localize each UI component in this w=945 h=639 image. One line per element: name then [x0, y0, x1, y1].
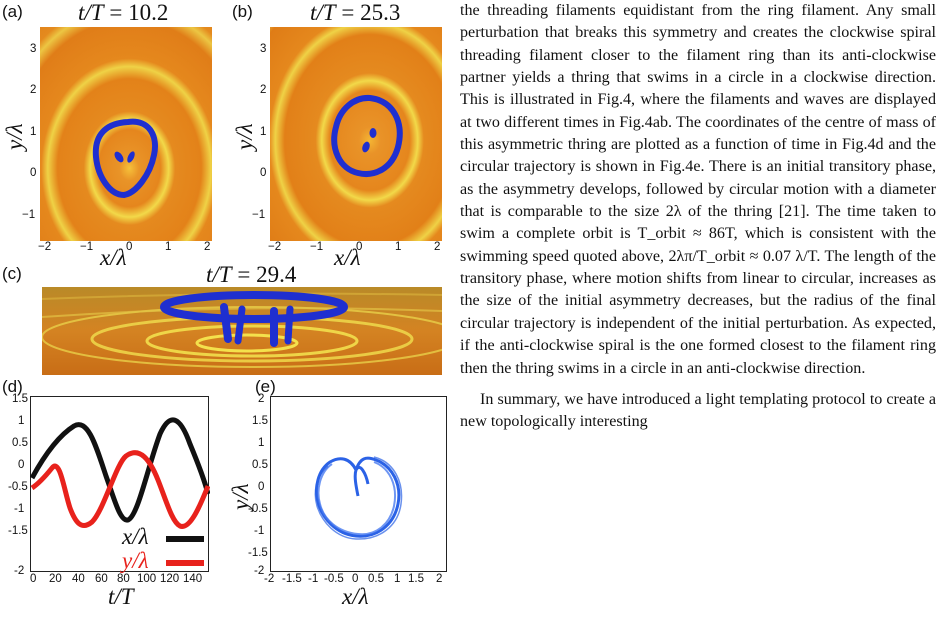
panel-d-plot	[30, 396, 210, 572]
panel-d-ytick: 1.5	[12, 393, 28, 405]
panel-e-ytick: -1.5	[248, 547, 268, 559]
panel-a-ring-filament	[92, 118, 158, 199]
panel-d-x-series	[30, 417, 210, 523]
panel-d-xtick: 140	[183, 573, 203, 585]
panel-d-ytick: 0	[18, 459, 25, 471]
panel-b-title: t/T = 25.3	[310, 0, 401, 25]
panel-d-legend-y-label: y/λ	[122, 548, 149, 573]
panel-a-ylabel: y/λ	[2, 123, 27, 150]
panel-e-xtick: -2	[264, 573, 275, 585]
panel-e-ytick: -2	[254, 565, 265, 577]
panel-a-xtick: −1	[80, 241, 94, 253]
panel-a-ytick: 1	[30, 126, 37, 138]
panel-e-xtick: 2	[436, 573, 443, 585]
panel-c-ring-filament	[160, 291, 348, 323]
panel-e-ytick: -0.5	[248, 503, 268, 515]
panel-e-xtick: -1	[308, 573, 319, 585]
panel-e-xtick: 1.5	[408, 573, 424, 585]
panel-a-xtick: 1	[165, 241, 172, 253]
panel-a-ytick: 3	[30, 43, 37, 55]
panel-d-legend-y-swatch	[166, 560, 204, 566]
panel-d-xtick: 20	[49, 573, 62, 585]
panel-d-xlabel: t/T	[108, 584, 134, 609]
panel-e-xtick: -0.5	[324, 573, 344, 585]
panel-d-xtick: 80	[117, 573, 130, 585]
panel-a-xtick: 2	[204, 241, 211, 253]
panel-d-xtick: 100	[137, 573, 157, 585]
panel-a-label: (a)	[2, 2, 23, 21]
panel-d-ytick: -1	[14, 503, 25, 515]
panel-e-xtick: 1	[394, 573, 401, 585]
panel-c-3d-view	[42, 287, 442, 375]
panel-e-xtick: 0	[352, 573, 359, 585]
panel-e-ytick: 0	[258, 481, 265, 493]
panel-d-legend-x-label: x/λ	[122, 524, 149, 549]
panel-b-ytick: 0	[260, 167, 267, 179]
panel-d-xtick: 60	[95, 573, 108, 585]
panel-b-label: (b)	[232, 2, 253, 21]
panel-a-field-plot	[40, 27, 212, 241]
panel-e-label: (e)	[255, 377, 276, 396]
panel-b-xlabel: x/λ	[334, 245, 361, 270]
panel-a-title: t/T = 10.2	[78, 0, 169, 25]
body-paragraph-1: the threading filaments equidistant from…	[460, 2, 936, 377]
panel-a-ytick: −1	[22, 209, 36, 221]
panel-b-ytick: 1	[260, 126, 267, 138]
panel-b-ytick: −1	[252, 209, 266, 221]
panel-d-label: (d)	[2, 377, 23, 396]
panel-a-ytick: 0	[30, 167, 37, 179]
panel-e-plot	[270, 396, 447, 572]
panel-d-xtick: 40	[72, 573, 85, 585]
panel-d-ytick: -2	[14, 565, 25, 577]
panel-e-ytick: 1	[258, 437, 265, 449]
panel-d-ytick: -1.5	[8, 525, 28, 537]
panel-a-xlabel: x/λ	[100, 245, 127, 270]
panel-b-ylabel: y/λ	[232, 123, 257, 150]
panel-e-ytick: 0.5	[252, 459, 268, 471]
panel-b-ytick: 2	[260, 84, 267, 96]
panel-b-xtick: 1	[395, 241, 402, 253]
panel-d-xtick: 120	[160, 573, 180, 585]
panel-b-xtick: 0	[356, 241, 363, 253]
body-paragraph-2: In summary, we have introduced a light t…	[460, 390, 936, 431]
panel-a-xtick: 0	[126, 241, 133, 253]
panel-b-ytick: 3	[260, 43, 267, 55]
panel-d-ytick: 0.5	[12, 437, 28, 449]
panel-e-xlabel: x/λ	[342, 584, 369, 609]
panel-d-xtick: 0	[30, 573, 37, 585]
panel-b-field-plot	[270, 27, 442, 241]
body-text-column: the threading filaments equidistant from…	[460, 0, 936, 434]
panel-e-ytick: 1.5	[252, 415, 268, 427]
panel-e-ytick: -1	[254, 525, 265, 537]
panel-c-label: (c)	[2, 264, 22, 283]
panel-a-ytick: 2	[30, 84, 37, 96]
panel-b-ring-filament	[331, 94, 403, 177]
panel-b-xtick: −2	[268, 241, 282, 253]
panel-d-ytick: -0.5	[8, 481, 28, 493]
panel-a-xtick: −2	[38, 241, 52, 253]
panel-b-xtick: −1	[310, 241, 324, 253]
panel-d-y-series	[30, 450, 210, 529]
panel-e-trajectory	[315, 456, 401, 538]
panel-d-legend-x-swatch	[166, 536, 204, 542]
panel-b-xtick: 2	[434, 241, 441, 253]
panel-c-title: t/T = 29.4	[206, 262, 297, 287]
panel-e-ylabel: y/λ	[228, 483, 253, 510]
panel-d-ytick: 1	[18, 415, 25, 427]
panel-e-ytick: 2	[258, 393, 265, 405]
panel-e-xtick: -1.5	[282, 573, 302, 585]
panel-e-xtick: 0.5	[368, 573, 384, 585]
